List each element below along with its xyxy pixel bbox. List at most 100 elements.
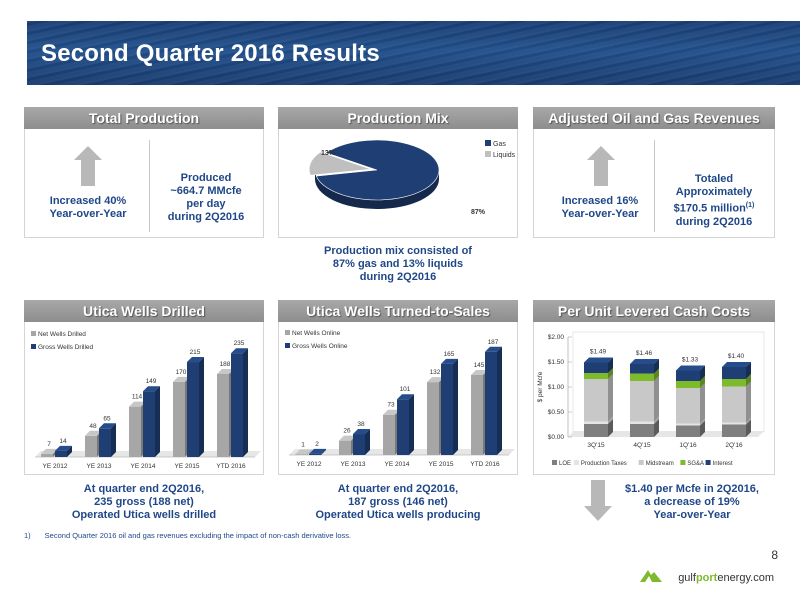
legend-label: Production Taxes bbox=[581, 461, 627, 467]
data-label: 2 bbox=[315, 441, 319, 448]
x-tick-label: YTD 2016 bbox=[216, 463, 246, 470]
footnote-text: Second Quarter 2016 oil and gas revenues… bbox=[44, 531, 352, 540]
pie-label-liquids: 13% bbox=[321, 150, 336, 157]
logo-part: .com bbox=[750, 572, 774, 584]
bar-net-top bbox=[383, 409, 400, 415]
legend-label-liquids: Liquids bbox=[493, 152, 515, 159]
segment-midstream-side bbox=[746, 381, 751, 423]
segment-loe bbox=[630, 424, 654, 437]
bar-gross-side bbox=[111, 423, 116, 457]
up-arrow-icon bbox=[74, 146, 102, 186]
bar-gross-side bbox=[453, 358, 458, 455]
data-label: 215 bbox=[190, 349, 201, 356]
total-label: $1.40 bbox=[728, 353, 745, 360]
segment-midstream-side bbox=[608, 374, 613, 422]
production-mix-caption: Production mix consisted of 87% gas and … bbox=[318, 245, 478, 284]
company-logo-text[interactable]: gulfportenergy.com bbox=[678, 572, 774, 584]
segment-interest-top bbox=[584, 357, 613, 363]
segment-midstream bbox=[676, 388, 700, 424]
segment-loe bbox=[722, 424, 746, 437]
bar-gross bbox=[187, 362, 199, 457]
pie-label-gas: 87% bbox=[471, 209, 486, 216]
bar-gross bbox=[485, 351, 497, 455]
segment-midstream bbox=[584, 379, 608, 422]
legend-label: Gross Wells Online bbox=[292, 343, 348, 350]
segment-sg-a bbox=[722, 379, 746, 387]
bar-gross-side bbox=[155, 386, 160, 457]
text-line: per day bbox=[186, 198, 226, 210]
legend-label: LOE bbox=[559, 461, 571, 467]
x-tick-label: YE 2014 bbox=[131, 463, 156, 470]
bar-gross-top bbox=[55, 445, 72, 451]
bar-net-top bbox=[427, 377, 444, 383]
bar-gross-side bbox=[67, 445, 72, 457]
legend-swatch bbox=[285, 330, 290, 335]
legend-label: SG&A bbox=[687, 461, 704, 467]
bar-net-top bbox=[295, 449, 312, 455]
wells-drilled-caption: At quarter end 2Q2016, 235 gross (188 ne… bbox=[44, 483, 244, 522]
y-axis-title: $ per Mcfe bbox=[537, 371, 544, 402]
x-tick-label: YE 2013 bbox=[87, 463, 112, 470]
production-mix-pie-chart: 13% 87% Gas Liquids bbox=[308, 139, 515, 216]
legend-swatch bbox=[638, 460, 644, 465]
section-header-total-production: Total Production bbox=[24, 107, 264, 129]
text-line: $170.5 million(1) bbox=[660, 199, 768, 216]
legend-swatch bbox=[31, 331, 36, 336]
x-tick-label: 3Q'15 bbox=[587, 442, 605, 449]
bar-net bbox=[339, 440, 351, 455]
section-header-production-mix: Production Mix bbox=[278, 107, 518, 129]
wells-drilled-bar-chart: 7 14 YE 2012 48 65 YE 2013 114 149 YE 2014 170 215… bbox=[31, 331, 261, 470]
segment-sg-a bbox=[584, 373, 608, 379]
data-label: 48 bbox=[89, 423, 97, 430]
total-label: $1.46 bbox=[636, 350, 653, 357]
segment-loe-side bbox=[746, 419, 751, 437]
text-line: $1.40 per Mcfe in 2Q2016, bbox=[625, 483, 759, 495]
section-header-wells-tts: Utica Wells Turned-to-Sales bbox=[278, 300, 518, 322]
segment-midstream bbox=[722, 386, 746, 423]
text-line: Operated Utica wells producing bbox=[315, 509, 481, 521]
x-tick-label: YE 2015 bbox=[429, 461, 454, 468]
text-line: Production mix consisted of bbox=[324, 245, 472, 257]
segment-production-taxes bbox=[676, 423, 700, 426]
data-label: 114 bbox=[132, 394, 143, 401]
legend-label: Gross Wells Drilled bbox=[38, 344, 94, 351]
text-line: ~664.7 MMcfe bbox=[170, 185, 242, 197]
legend-swatch bbox=[31, 344, 36, 349]
legend-label: Midstream bbox=[646, 461, 674, 467]
segment-interest-top bbox=[630, 359, 659, 364]
y-tick-label: $0.00 bbox=[548, 434, 565, 441]
segment-midstream bbox=[630, 381, 654, 422]
bar-net bbox=[295, 454, 307, 455]
section-header-cash-costs: Per Unit Levered Cash Costs bbox=[533, 300, 775, 322]
segment-sg-a bbox=[676, 381, 700, 388]
data-label: 145 bbox=[474, 362, 485, 369]
text-line: 187 gross (146 net) bbox=[348, 496, 448, 508]
text-line: Increased 16% bbox=[561, 195, 639, 207]
bar-net-top bbox=[339, 435, 356, 441]
text-line: during 2Q2016 bbox=[675, 215, 753, 228]
bar-net bbox=[427, 382, 439, 455]
bar-gross bbox=[397, 399, 409, 455]
data-label: 26 bbox=[343, 428, 351, 435]
bar-net-top bbox=[41, 448, 58, 454]
panel-wells-tts bbox=[278, 322, 518, 475]
segment-midstream-side bbox=[654, 376, 659, 422]
data-label: 187 bbox=[488, 339, 499, 346]
bar-net bbox=[383, 414, 395, 455]
logo-part: gulf bbox=[678, 572, 696, 584]
segment-interest-side bbox=[746, 362, 751, 379]
page-title: Second Quarter 2016 Results bbox=[41, 40, 380, 67]
legend-swatch bbox=[285, 343, 290, 348]
bar-gross-side bbox=[321, 448, 326, 455]
bar-gross bbox=[55, 450, 67, 457]
revenue-amount: $170.5 million bbox=[673, 202, 746, 215]
panel-production-mix bbox=[278, 129, 518, 238]
x-tick-label: YE 2012 bbox=[297, 461, 322, 468]
bar-gross-side bbox=[243, 348, 248, 457]
logo-part: port bbox=[695, 572, 718, 584]
pie-rim bbox=[315, 170, 439, 209]
footnote-ref: (1) bbox=[745, 202, 755, 209]
pie-slice-liquids bbox=[308, 151, 372, 176]
segment-interest bbox=[584, 362, 608, 373]
data-label: 170 bbox=[176, 369, 187, 376]
